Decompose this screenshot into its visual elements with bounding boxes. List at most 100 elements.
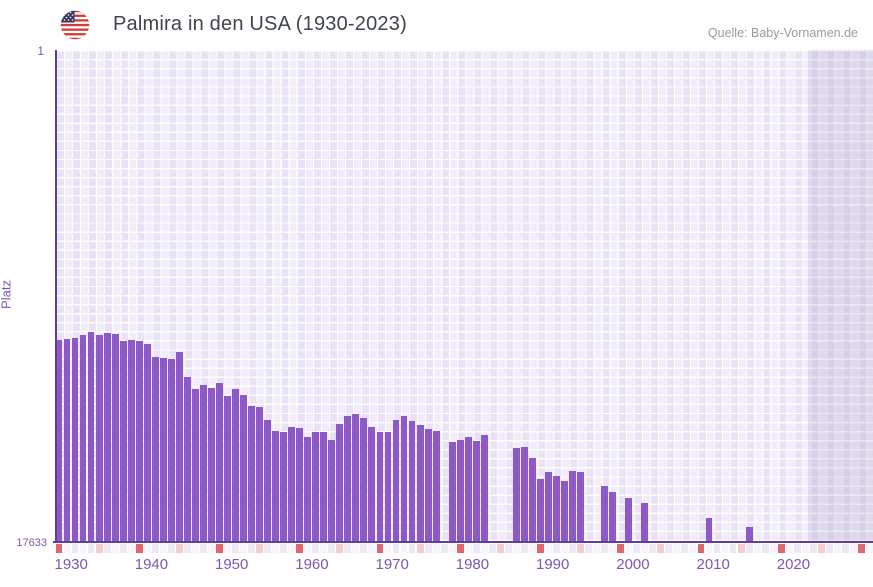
year-strip-tick-1950 <box>216 544 223 553</box>
bar-1944[interactable] <box>167 359 175 541</box>
bar-1976[interactable] <box>424 429 432 541</box>
bar-1968[interactable] <box>360 418 368 541</box>
bar-1957[interactable] <box>272 431 280 541</box>
bar-1960[interactable] <box>296 428 304 541</box>
bar-1935[interactable] <box>95 335 103 541</box>
bar-1975[interactable] <box>416 425 424 541</box>
year-strip-tick-1932 <box>71 544 79 553</box>
bar-1979[interactable] <box>448 442 456 541</box>
year-strip-tick-2012 <box>713 544 721 553</box>
year-strip-tick-1946 <box>183 544 191 553</box>
bar-1952[interactable] <box>232 389 239 541</box>
year-strip-tick-1937 <box>111 544 119 553</box>
bar-1964[interactable] <box>328 440 336 541</box>
bar-1959[interactable] <box>288 427 296 541</box>
bar-1972[interactable] <box>392 420 400 541</box>
year-strip-tick-1962 <box>312 544 320 553</box>
year-strip-tick-2008 <box>681 544 689 553</box>
year-strip-tick-2001 <box>625 544 633 553</box>
bar-2001[interactable] <box>625 498 633 541</box>
year-strip-tick-1982 <box>472 544 480 553</box>
year-strip-tick-1956 <box>264 544 272 553</box>
bar-2016[interactable] <box>745 527 753 541</box>
bar-1953[interactable] <box>240 395 247 541</box>
bar-1956[interactable] <box>264 420 272 541</box>
bar-1967[interactable] <box>352 414 360 541</box>
bar-1963[interactable] <box>320 432 328 541</box>
bar-1974[interactable] <box>408 421 416 541</box>
year-strip-tick-1967 <box>352 544 360 553</box>
bar-1982[interactable] <box>472 441 480 541</box>
bar-1987[interactable] <box>512 447 520 541</box>
year-strip-tick-2015 <box>737 544 745 553</box>
year-strip-tick-1994 <box>569 544 576 553</box>
bar-1942[interactable] <box>151 357 159 541</box>
x-axis-line <box>53 541 873 543</box>
bar-1947[interactable] <box>191 389 199 541</box>
bar-1936[interactable] <box>103 333 111 541</box>
y-axis-line <box>55 50 57 543</box>
bar-1949[interactable] <box>207 388 215 541</box>
bar-1992[interactable] <box>553 476 560 541</box>
bar-1991[interactable] <box>545 472 552 541</box>
bar-1948[interactable] <box>199 385 207 541</box>
bar-1966[interactable] <box>344 416 352 541</box>
x-tick-label-1990: 1990 <box>536 556 570 573</box>
year-strip-tick-1957 <box>272 544 280 553</box>
bar-1993[interactable] <box>561 481 568 541</box>
bar-1995[interactable] <box>577 472 585 541</box>
bar-2003[interactable] <box>641 503 649 541</box>
bar-1941[interactable] <box>143 344 151 541</box>
bar-1946[interactable] <box>183 377 191 541</box>
bar-1977[interactable] <box>432 431 440 541</box>
year-strip-tick-1966 <box>344 544 352 553</box>
bar-1939[interactable] <box>127 340 135 541</box>
bar-1988[interactable] <box>520 447 528 541</box>
bar-1981[interactable] <box>464 437 472 541</box>
bar-1994[interactable] <box>569 471 576 541</box>
bar-1930[interactable] <box>55 340 63 541</box>
year-strip-tick-2027 <box>833 544 841 553</box>
bar-1933[interactable] <box>79 334 87 541</box>
year-strip-tick-1988 <box>520 544 528 553</box>
bar-1954[interactable] <box>248 406 255 541</box>
bar-1940[interactable] <box>135 341 143 541</box>
bar-1962[interactable] <box>312 432 320 541</box>
year-strip-tick-1972 <box>392 544 400 553</box>
bar-1938[interactable] <box>119 341 127 541</box>
year-strip-tick-1983 <box>480 544 488 553</box>
year-strip-tick-1939 <box>127 544 135 553</box>
bar-1969[interactable] <box>368 427 376 541</box>
bar-1950[interactable] <box>216 383 223 541</box>
bar-1970[interactable] <box>376 432 384 541</box>
year-strip-tick-1992 <box>553 544 560 553</box>
year-strip-tick-2017 <box>753 544 761 553</box>
bar-1955[interactable] <box>256 407 264 541</box>
year-strip-tick-1991 <box>545 544 552 553</box>
year-strip-tick-1997 <box>593 544 601 553</box>
bar-1983[interactable] <box>480 434 488 541</box>
bar-1971[interactable] <box>384 432 392 541</box>
bar-1965[interactable] <box>336 424 344 541</box>
bar-1945[interactable] <box>175 352 183 541</box>
year-strip-tick-1993 <box>561 544 568 553</box>
bar-1958[interactable] <box>280 432 288 541</box>
bar-1989[interactable] <box>528 458 536 541</box>
bar-1937[interactable] <box>111 334 119 541</box>
bar-1931[interactable] <box>63 339 71 541</box>
bar-1961[interactable] <box>304 437 312 541</box>
bar-1951[interactable] <box>224 396 231 541</box>
bar-1943[interactable] <box>159 358 167 541</box>
bar-1990[interactable] <box>537 479 544 541</box>
y-axis-bottom-tick: 17633 <box>16 537 47 549</box>
bar-2011[interactable] <box>705 518 713 541</box>
bar-1998[interactable] <box>601 486 609 541</box>
x-tick-label-2000: 2000 <box>616 556 650 573</box>
bar-1980[interactable] <box>456 440 464 541</box>
bar-1932[interactable] <box>71 338 79 541</box>
bar-1973[interactable] <box>400 416 408 541</box>
bar-1999[interactable] <box>609 492 617 541</box>
bar-1934[interactable] <box>87 331 95 541</box>
year-strip-tick-2022 <box>793 544 801 553</box>
